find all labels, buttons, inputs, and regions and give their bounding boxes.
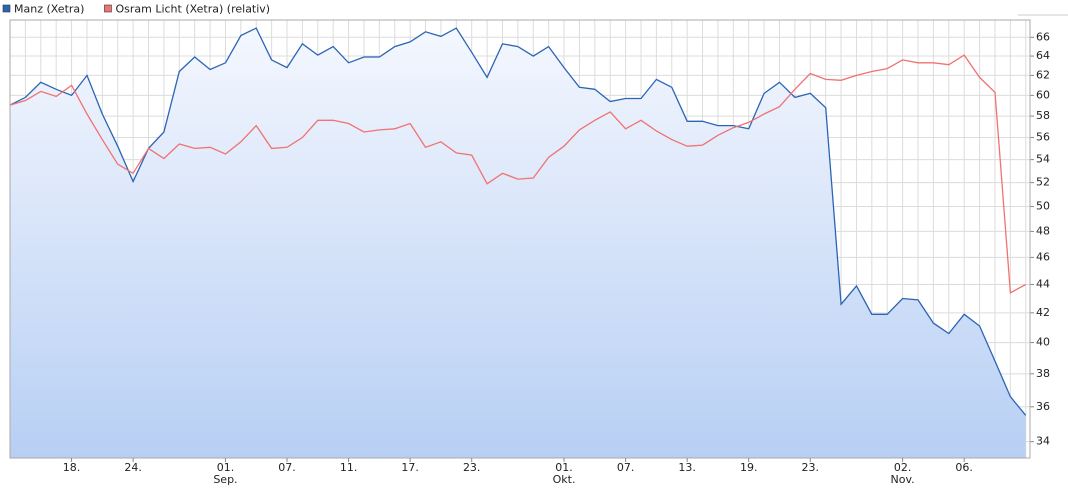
y-tick-label: 52 [1036,176,1050,189]
y-tick-label: 56 [1036,130,1050,143]
x-tick-label: 01. Okt. [553,461,576,486]
x-tick-label: 02. Nov. [891,461,915,486]
x-tick-label: 24. [124,461,142,474]
x-tick-label: 07. [278,461,296,474]
y-tick-label: 34 [1036,435,1050,448]
y-tick-label: 58 [1036,109,1050,122]
legend-swatch [2,4,11,13]
area [10,28,1026,458]
legend-label: Osram Licht (Xetra) (relativ) [115,3,270,16]
series-line [9,54,1027,294]
legend-label: Manz (Xetra) [14,3,84,16]
x-tick-label: 11. [340,461,358,474]
y-tick-label: 48 [1036,224,1050,237]
plot-border [9,19,1031,459]
y-tick-label: 46 [1036,250,1050,263]
x-tick-label: 13. [678,461,696,474]
x-tick-label: 23. [463,461,481,474]
y-tick-label: 40 [1036,336,1050,349]
y-tick-label: 50 [1036,200,1050,213]
y-tick-label: 38 [1036,367,1050,380]
y-tick-label: 44 [1036,277,1050,290]
y-tick-label: 36 [1036,400,1050,413]
series-line [9,27,1027,416]
y-tick-label: 42 [1036,306,1050,319]
x-tick-label: 01. Sep. [213,461,237,486]
x-tick-label: 23. [802,461,820,474]
x-tick-label: 18. [63,461,81,474]
y-tick-label: 54 [1036,153,1050,166]
y-tick-label: 60 [1036,88,1050,101]
x-tick-label: 19. [740,461,758,474]
y-tick-label: 66 [1036,30,1050,43]
x-tick-label: 06. [955,461,973,474]
y-tick-label: 64 [1036,49,1050,62]
x-tick-label: 17. [401,461,419,474]
legend-swatch [104,4,112,13]
x-tick-label: 07. [617,461,635,474]
y-tick-label: 62 [1036,68,1050,81]
